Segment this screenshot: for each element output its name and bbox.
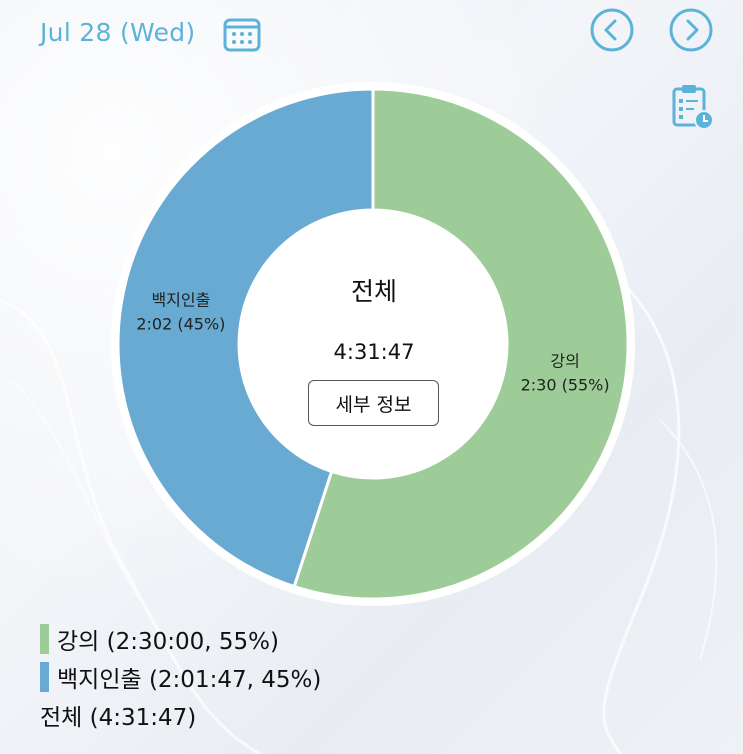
slice-label-name: 백지인출 <box>151 291 210 310</box>
legend-item: 강의 (2:30:00, 55%) <box>40 620 321 658</box>
legend-item-label: 강의 (2:30:00, 55%) <box>57 629 279 655</box>
prev-day-button[interactable] <box>589 7 635 53</box>
legend: 강의 (2:30:00, 55%) 백지인출 (2:01:47, 45%) 전체… <box>40 620 321 734</box>
slice-label-value: 2:30 (55%) <box>521 375 610 394</box>
next-day-button[interactable] <box>668 7 714 53</box>
donut-hole <box>240 211 506 477</box>
center-title: 전체 <box>350 277 397 306</box>
date-label[interactable]: Jul 28 (Wed) <box>40 18 196 47</box>
clipboard-clock-icon[interactable] <box>668 83 716 131</box>
donut-slice-0[interactable] <box>292 87 630 601</box>
chevron-right-icon <box>686 19 699 41</box>
legend-swatch <box>40 662 49 692</box>
slice-label-name: 강의 <box>550 351 579 370</box>
legend-total: 전체 (4:31:47) <box>40 705 197 731</box>
slice-label-value: 2:02 (45%) <box>136 315 225 334</box>
legend-item-label: 백지인출 (2:01:47, 45%) <box>57 667 322 693</box>
donut-chart: 강의 2:30 (55%) 백지인출 2:02 (45%) <box>111 82 635 606</box>
details-button[interactable]: 세부 정보 <box>308 380 439 426</box>
calendar-icon[interactable] <box>222 14 262 54</box>
legend-item: 백지인출 (2:01:47, 45%) <box>40 658 321 696</box>
center-total-time: 4:31:47 <box>333 340 415 364</box>
donut-slice-1[interactable] <box>116 87 375 589</box>
chevron-left-icon <box>604 19 617 41</box>
legend-swatch <box>40 624 49 654</box>
